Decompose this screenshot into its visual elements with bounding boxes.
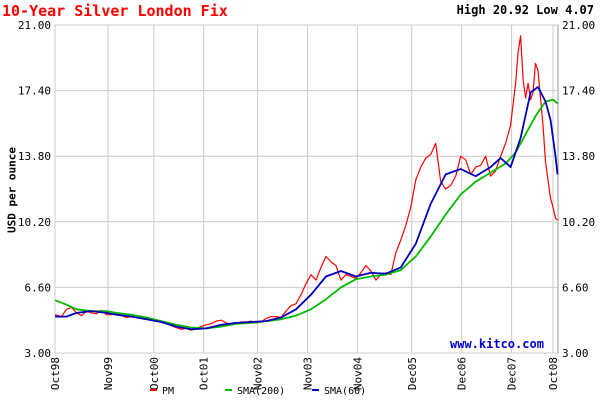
y-tick-label-right: 17.40 xyxy=(562,85,595,98)
x-tick-label: Dec05 xyxy=(406,357,419,390)
y-tick-label-left: 21.00 xyxy=(18,19,51,32)
y-tick-label-right: 13.80 xyxy=(562,150,595,163)
low-value: 4.07 xyxy=(565,3,594,17)
y-tick-label-right: 21.00 xyxy=(562,19,595,32)
x-tick-label: Nov99 xyxy=(102,357,115,390)
x-tick-label: Dec06 xyxy=(456,357,469,390)
legend-label: PM xyxy=(162,386,174,397)
legend-label: SMA(60) xyxy=(324,386,366,397)
y-tick-label-right: 3.00 xyxy=(562,347,589,360)
x-tick-label: Nov02 xyxy=(252,357,265,390)
legend-label: SMA(200) xyxy=(237,386,285,397)
x-tick-label: Nov04 xyxy=(351,357,364,390)
high-low-readout: High 20.92 Low 4.07 xyxy=(457,3,594,17)
chart-title: 10-Year Silver London Fix xyxy=(2,2,228,20)
low-label: Low xyxy=(536,3,558,17)
y-tick-label-left: 17.40 xyxy=(18,85,51,98)
y-tick-label-right: 10.20 xyxy=(562,216,595,229)
y-tick-label-left: 10.20 xyxy=(18,216,51,229)
high-value: 20.92 xyxy=(492,3,529,17)
y-tick-label-left: 6.60 xyxy=(25,281,52,294)
x-tick-label: Nov03 xyxy=(301,357,314,390)
y-tick-label-left: 3.00 xyxy=(25,347,52,360)
x-tick-label: Oct08 xyxy=(547,357,560,390)
x-tick-label: Dec07 xyxy=(506,357,519,390)
x-tick-label: Oct98 xyxy=(49,357,62,390)
series-line-sma-60 xyxy=(55,86,559,331)
x-tick-label: Oct00 xyxy=(148,357,161,390)
high-label: High xyxy=(456,3,486,17)
series-line-sma-200 xyxy=(54,98,559,330)
y-tick-label-left: 13.80 xyxy=(18,150,51,163)
y-tick-label-right: 6.60 xyxy=(562,281,589,294)
watermark-text: www.kitco.com xyxy=(450,337,544,351)
x-tick-label: Oct01 xyxy=(198,357,211,390)
plot-area xyxy=(54,24,559,354)
